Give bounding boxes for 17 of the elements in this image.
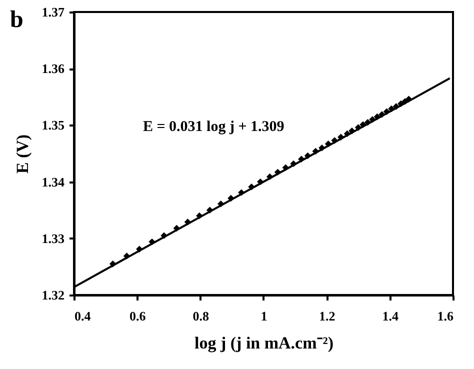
y-tick-label: 1.32: [42, 288, 64, 302]
x-tick-label: 1.6: [437, 308, 454, 324]
y-tick-label: 1.35: [42, 118, 65, 133]
x-tick-label: 1.2: [319, 308, 336, 324]
y-tick-label: 1.37: [42, 4, 65, 20]
x-tick-label: 0.8: [192, 308, 210, 324]
y-tick-label: 1.33: [42, 230, 65, 246]
annotation: E = 0.031 log j + 1.309: [143, 119, 284, 135]
y-tick-label: 1.34: [42, 174, 65, 190]
x-tick-label: 1.4: [382, 308, 399, 324]
x-tick-label: 1: [260, 308, 268, 324]
x-tick-label: 0.6: [130, 308, 146, 324]
x-axis-title: log j (j in mA.cm⁻²): [194, 334, 334, 352]
y-axis-title: E (V): [12, 134, 32, 174]
x-tick-label: 0.4: [74, 308, 92, 324]
text: b: [10, 7, 24, 33]
y-tick-label: 1.36: [42, 61, 65, 76]
